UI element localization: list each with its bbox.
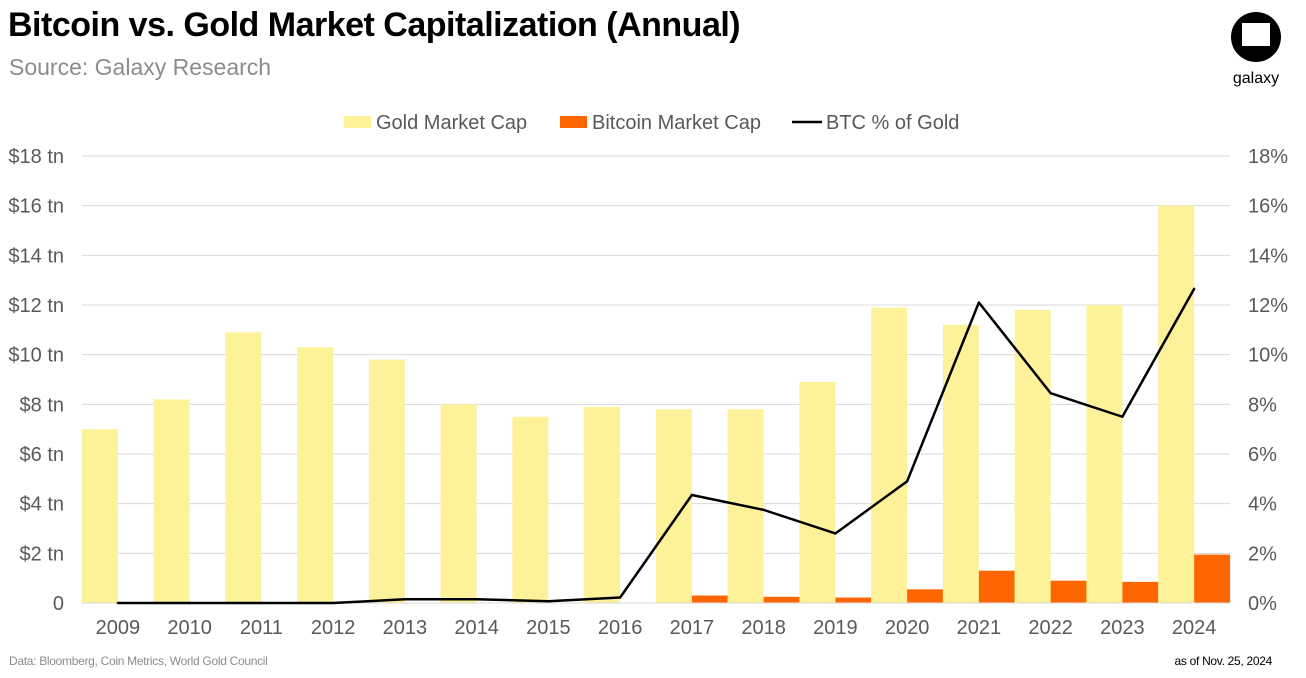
gold-market-cap-bar — [225, 332, 262, 603]
left-tick-label: $16 tn — [8, 196, 64, 218]
left-tick-label: 0 — [53, 593, 64, 615]
galaxy-logo-icon — [1231, 12, 1281, 62]
right-tick-label: 18% — [1248, 146, 1288, 168]
x-tick-label: 2016 — [598, 617, 643, 639]
btc-percent-point — [1192, 287, 1196, 291]
x-tick-label: 2023 — [1100, 617, 1145, 639]
gold-market-cap-bar — [153, 399, 190, 603]
btc-percent-point — [762, 508, 765, 512]
x-tick-label: 2010 — [167, 617, 212, 639]
btc-percent-point — [618, 596, 622, 599]
btc-percent-point — [547, 600, 550, 603]
galaxy-logo: galaxy — [1226, 10, 1286, 92]
right-tick-label: 16% — [1248, 196, 1288, 218]
btc-percent-line — [116, 287, 1196, 605]
btc-percent-point — [260, 601, 263, 605]
x-tick-label: 2017 — [670, 617, 715, 639]
x-tick-label: 2013 — [383, 617, 428, 639]
bitcoin-market-cap-bar — [691, 595, 728, 603]
left-tick-label: $6 tn — [20, 444, 64, 466]
gold-market-cap-bar — [1158, 205, 1195, 603]
bitcoin-market-cap-bar — [1122, 581, 1159, 603]
btc-percent-point — [475, 598, 478, 601]
bitcoin-market-cap-bar — [763, 596, 800, 603]
gold-market-cap-bar — [942, 324, 979, 603]
gold-market-cap-bar — [799, 381, 836, 603]
x-tick-label: 2022 — [1028, 617, 1073, 639]
right-tick-label: 0% — [1248, 593, 1277, 615]
x-tick-label: 2014 — [454, 617, 499, 639]
gold-market-cap-bar — [871, 307, 908, 603]
gold-market-cap-bar — [440, 404, 477, 603]
x-axis-ticks: 2009 2010 2011 2012 2013 2014 2015 2016 2017 2018… — [96, 617, 1217, 639]
bitcoin-market-cap-bar — [1194, 554, 1231, 603]
btc-percent-point — [690, 493, 694, 497]
x-tick-label: 2021 — [957, 617, 1002, 639]
x-tick-label: 2011 — [240, 617, 283, 639]
legend-label-gold: Gold Market Cap — [376, 112, 527, 134]
left-tick-label: $12 tn — [8, 295, 64, 317]
logo-text: galaxy — [1232, 70, 1280, 87]
btc-percent-point — [116, 601, 120, 605]
footer-data-source: Data: Bloomberg, Coin Metrics, World Gol… — [9, 654, 268, 668]
chart-title: Bitcoin vs. Gold Market Capitalization (… — [8, 6, 741, 44]
left-tick-label: $14 tn — [8, 245, 64, 267]
btc-percent-of-gold-line — [117, 288, 1196, 605]
legend-label-btc-percent: BTC % of Gold — [826, 112, 959, 134]
bitcoin-market-cap-bar — [835, 597, 872, 603]
right-tick-label: 2% — [1248, 543, 1277, 565]
btc-percent-point — [905, 480, 909, 483]
btc-percent-point — [331, 601, 335, 605]
gold-market-cap-bar — [584, 406, 621, 603]
bitcoin-market-cap-bar — [1050, 580, 1087, 603]
gold-market-cap-bar — [81, 429, 118, 603]
gold-market-cap-bar — [655, 409, 692, 603]
right-tick-label: 8% — [1248, 394, 1277, 416]
right-tick-label: 4% — [1248, 494, 1277, 516]
legend-swatch-bitcoin — [560, 116, 587, 128]
legend-swatch-gold — [344, 116, 371, 128]
right-tick-label: 6% — [1248, 444, 1277, 466]
btc-percent-point — [403, 598, 407, 601]
x-tick-label: 2012 — [311, 617, 356, 639]
left-axis-ticks: 0 $2 tn $4 tn $6 tn $8 tn $10 tn $12 tn $14 tn $… — [8, 146, 64, 615]
btc-percent-point — [188, 601, 191, 605]
gold-market-cap-bar — [368, 359, 405, 603]
right-tick-label: 12% — [1248, 295, 1288, 317]
left-tick-label: $18 tn — [8, 146, 64, 168]
x-tick-label: 2009 — [96, 617, 141, 639]
legend: Gold Market Cap Bitcoin Market Cap BTC % o… — [344, 112, 959, 134]
footer-date: as of Nov. 25, 2024 — [1174, 654, 1273, 668]
gold-market-cap-bar — [297, 347, 334, 603]
btc-percent-point — [834, 532, 837, 535]
x-tick-label: 2015 — [526, 617, 571, 639]
bitcoin-market-cap-bar — [907, 589, 944, 603]
left-tick-label: $4 tn — [20, 494, 64, 516]
left-tick-label: $10 tn — [8, 345, 64, 367]
left-tick-label: $2 tn — [20, 543, 64, 565]
bars — [81, 205, 1231, 603]
btc-percent-point — [977, 301, 981, 304]
right-tick-label: 14% — [1248, 245, 1288, 267]
x-tick-label: 2018 — [741, 617, 786, 639]
x-tick-label: 2020 — [885, 617, 930, 639]
legend-label-bitcoin: Bitcoin Market Cap — [592, 112, 761, 134]
right-axis-ticks: 0% 2% 4% 6% 8% 10% 12% 14% 16% 18% — [1248, 146, 1288, 615]
btc-percent-point — [1049, 391, 1052, 395]
gold-market-cap-bar — [1014, 309, 1051, 603]
x-tick-label: 2024 — [1172, 617, 1217, 639]
bitcoin-market-cap-bar — [978, 570, 1015, 603]
x-tick-label: 2019 — [813, 617, 858, 639]
btc-percent-point — [1121, 415, 1124, 418]
right-tick-label: 10% — [1248, 345, 1288, 367]
gold-market-cap-bar — [1086, 305, 1123, 603]
chart-subtitle: Source: Galaxy Research — [9, 54, 272, 80]
gold-market-cap-bar — [512, 416, 549, 603]
left-tick-label: $8 tn — [20, 394, 64, 416]
